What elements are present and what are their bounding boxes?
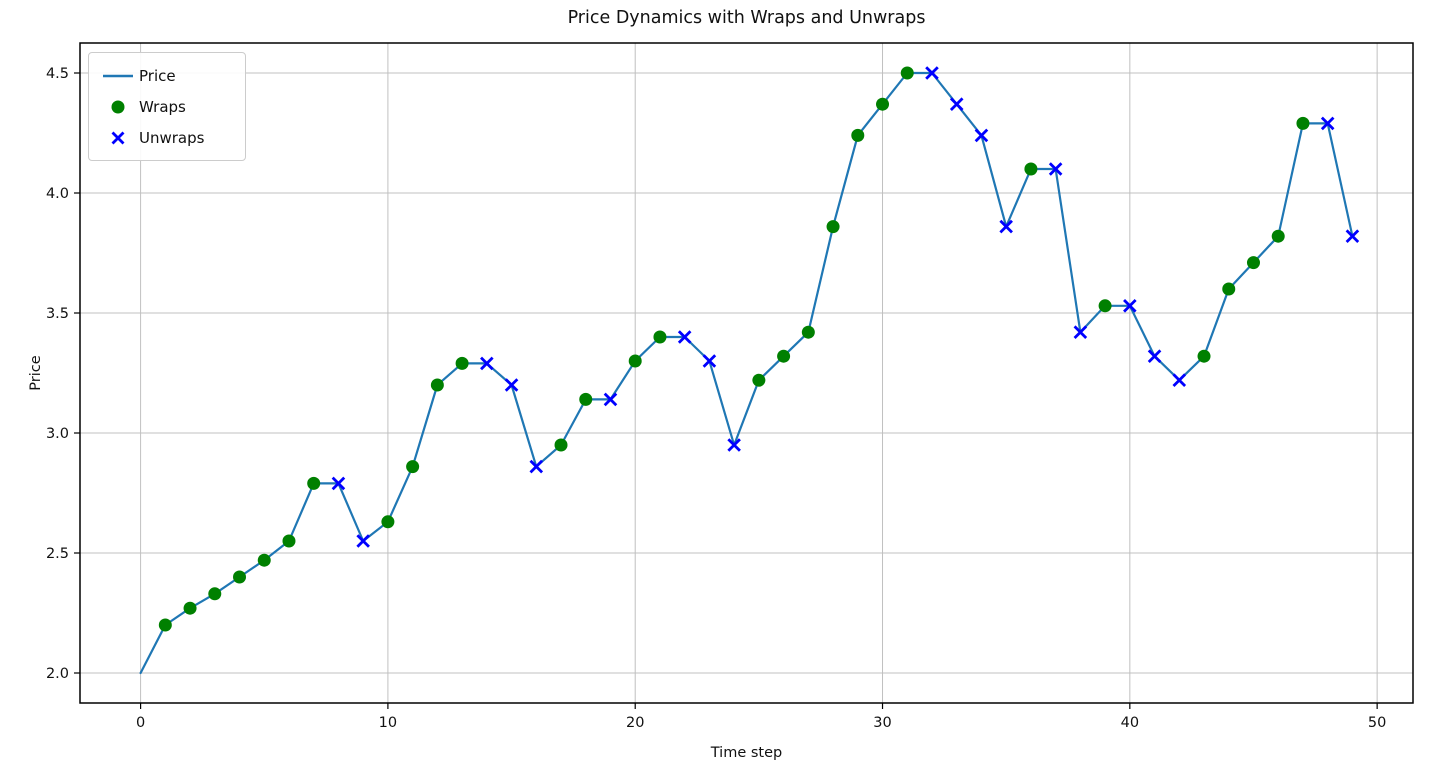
legend-label-unwraps: Unwraps: [139, 128, 205, 147]
wrap-marker: [406, 460, 420, 474]
wrap-marker: [455, 356, 469, 370]
y-axis-label: Price: [28, 355, 44, 391]
wrap-marker: [752, 373, 766, 387]
unwrap-marker: [999, 219, 1013, 234]
unwrap-marker: [356, 534, 370, 548]
wrap-marker: [579, 392, 593, 406]
unwrap-marker: [1172, 373, 1187, 387]
unwrap-marker: [1073, 325, 1088, 339]
wrap-marker: [282, 534, 296, 548]
x-tick-label: 10: [379, 715, 397, 731]
wrap-marker: [307, 476, 321, 490]
unwrap-marker: [1123, 299, 1137, 313]
wrap-marker: [1098, 299, 1112, 313]
unwrap-marker: [480, 356, 494, 371]
wrap-marker: [826, 220, 840, 234]
wrap-marker: [1296, 116, 1310, 130]
legend-item-unwraps: Unwraps: [97, 122, 235, 153]
wrap-marker: [430, 378, 444, 392]
chart-title: Price Dynamics with Wraps and Unwraps: [567, 8, 926, 28]
wrap-marker: [801, 325, 815, 339]
unwrap-marker: [974, 128, 989, 143]
x-tick-label: 20: [626, 715, 644, 731]
unwrap-marker: [504, 378, 519, 392]
unwrap-marker: [603, 392, 618, 407]
wrap-marker: [381, 515, 395, 529]
x-axis-label: Time step: [710, 745, 783, 761]
wrap-marker: [183, 601, 197, 615]
x-tick-label: 30: [873, 715, 891, 731]
price-line-swatch-icon: [97, 68, 139, 84]
legend-item-price: Price: [97, 60, 235, 91]
wrap-marker: [208, 587, 222, 601]
unwrap-marker: [702, 354, 717, 368]
wrap-marker: [257, 553, 271, 567]
x-tick-label: 40: [1121, 715, 1139, 731]
wrap-marker: [851, 128, 865, 142]
y-tick-label: 3.0: [46, 426, 69, 442]
plot-border: [79, 42, 1414, 704]
unwrap-marker: [727, 438, 741, 452]
wrap-marker: [1024, 162, 1038, 176]
y-tick-label: 3.5: [46, 306, 69, 322]
unwrap-marker: [925, 66, 939, 80]
wrap-marker: [1271, 229, 1285, 243]
legend-label-price: Price: [139, 66, 176, 85]
unwrap-marker: [677, 330, 692, 344]
wrap-marker: [554, 438, 568, 452]
unwrap-marker: [1147, 349, 1162, 363]
y-tick-label: 4.0: [46, 186, 69, 202]
y-tick-label: 2.0: [46, 666, 69, 682]
unwrap-marker: [1048, 162, 1063, 176]
wrap-marker: [1197, 349, 1211, 363]
wrap-marker: [158, 618, 172, 632]
unwrap-marker: [529, 459, 544, 474]
unwrap-marker: [331, 476, 346, 491]
wrap-marker: [628, 354, 642, 368]
price-line: [139, 71, 1354, 675]
unwrap-marker: [1320, 116, 1335, 131]
unwrap-marker: [1345, 229, 1360, 243]
legend-item-wraps: Wraps: [97, 91, 235, 122]
wrap-marker: [233, 570, 247, 584]
x-tick-label: 50: [1368, 715, 1386, 731]
legend: Price Wraps Unwraps: [88, 52, 246, 161]
y-tick-label: 4.5: [46, 66, 69, 82]
y-tick-label: 2.5: [46, 546, 69, 562]
unwraps-marker-swatch-icon: [97, 129, 139, 147]
wrap-marker: [777, 349, 791, 363]
wrap-marker: [876, 97, 890, 111]
wrap-marker: [1222, 282, 1236, 296]
wrap-marker: [653, 330, 667, 344]
wraps-marker-swatch-icon: [97, 98, 139, 116]
x-tick-label: 0: [136, 715, 145, 731]
wrap-marker: [1246, 256, 1260, 270]
unwrap-marker: [949, 97, 964, 111]
wrap-marker: [900, 66, 914, 80]
legend-label-wraps: Wraps: [139, 97, 186, 116]
